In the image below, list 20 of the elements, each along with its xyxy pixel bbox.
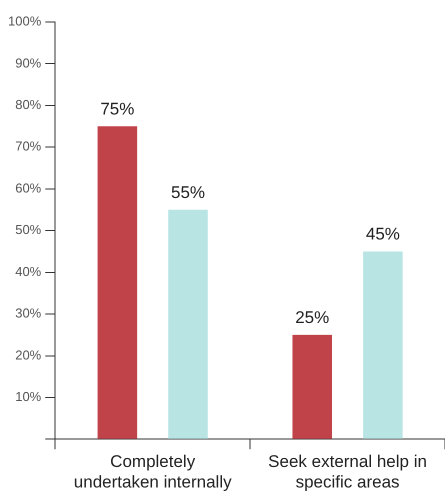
y-tick-label: 20%: [15, 347, 42, 362]
y-tick-label: 10%: [15, 389, 42, 404]
x-tick-label: Completely undertaken internally: [74, 452, 232, 492]
bar: [98, 126, 138, 439]
y-tick-label: 70%: [15, 138, 42, 154]
text: 25%: [295, 308, 330, 328]
bar: [168, 210, 208, 439]
y-tick-label: 90%: [15, 55, 42, 70]
bar: [363, 251, 403, 439]
y-tick-label: 40%: [15, 264, 42, 279]
bar: [292, 334, 332, 439]
y-tick-label: 100%: [8, 14, 42, 29]
y-tick-label: 50%: [15, 222, 42, 238]
y-tick-label: 80%: [15, 97, 42, 112]
text: 75%: [100, 99, 134, 118]
y-tick-label: 60%: [15, 180, 42, 196]
text: 45%: [366, 224, 400, 244]
text: 55%: [170, 182, 206, 202]
x-tick-label: Seek external help in specific areas: [268, 452, 427, 492]
y-tick-label: 30%: [15, 306, 42, 321]
